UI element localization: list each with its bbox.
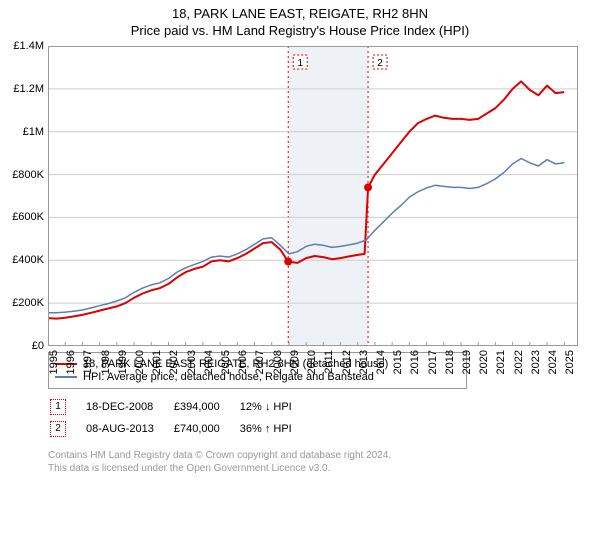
x-tick-label: 2025 [564, 350, 576, 374]
sale-markers-table: 1 18-DEC-2008£394,00012% ↓ HPI 2 08-AUG-201… [48, 395, 312, 441]
x-tick-label: 2005 [220, 350, 232, 374]
y-tick-label: £1.2M [13, 83, 44, 95]
x-tick-label: 1998 [100, 350, 112, 374]
x-tick-label: 2016 [409, 350, 421, 374]
x-tick-label: 2021 [495, 350, 507, 374]
y-tick-label: £800K [12, 169, 44, 181]
marker-diff: 12% ↓ HPI [240, 397, 310, 417]
x-tick-label: 2023 [530, 350, 542, 374]
x-tick-label: 2008 [272, 350, 284, 374]
x-tick-label: 2001 [151, 350, 163, 374]
marker-badge: 1 [50, 399, 66, 415]
x-tick-label: 2010 [306, 350, 318, 374]
x-tick-label: 2018 [444, 350, 456, 374]
legend-swatch [55, 376, 77, 378]
x-tick-label: 1996 [65, 350, 77, 374]
y-tick-label: £400K [12, 254, 44, 266]
x-tick-label: 1997 [82, 350, 94, 374]
marker-badge: 2 [50, 421, 66, 437]
svg-text:2: 2 [377, 58, 383, 69]
y-tick-label: £200K [12, 297, 44, 309]
x-tick-label: 2014 [375, 350, 387, 374]
x-tick-label: 2022 [513, 350, 525, 374]
x-tick-label: 2024 [547, 350, 559, 374]
x-tick-label: 2009 [289, 350, 301, 374]
footer-line-1: Contains HM Land Registry data © Crown c… [48, 449, 588, 462]
svg-text:1: 1 [297, 58, 303, 69]
x-tick-label: 2004 [203, 350, 215, 374]
x-tick-label: 2007 [254, 350, 266, 374]
chart-svg: 12 [48, 46, 578, 346]
x-tick-label: 2003 [186, 350, 198, 374]
x-tick-label: 2006 [237, 350, 249, 374]
x-tick-label: 1995 [48, 350, 60, 374]
marker-row: 1 18-DEC-2008£394,00012% ↓ HPI [50, 397, 310, 417]
page-subtitle: Price paid vs. HM Land Registry's House … [0, 23, 600, 38]
y-tick-label: £600K [12, 211, 44, 223]
footer-attribution: Contains HM Land Registry data © Crown c… [48, 449, 588, 475]
price-chart: 12 £0£200K£400K£600K£800K£1M£1.2M£1.4M 1… [48, 46, 578, 346]
page-title: 18, PARK LANE EAST, REIGATE, RH2 8HN [0, 6, 600, 21]
x-tick-label: 2020 [478, 350, 490, 374]
x-tick-label: 1999 [117, 350, 129, 374]
y-tick-label: £0 [32, 340, 44, 352]
marker-row: 2 08-AUG-2013£740,00036% ↑ HPI [50, 419, 310, 439]
marker-price: £740,000 [174, 419, 238, 439]
x-tick-label: 2017 [427, 350, 439, 374]
x-tick-label: 2013 [358, 350, 370, 374]
x-tick-label: 2015 [392, 350, 404, 374]
x-tick-label: 2011 [323, 350, 335, 374]
marker-diff: 36% ↑ HPI [240, 419, 310, 439]
marker-date: 08-AUG-2013 [86, 419, 172, 439]
marker-date: 18-DEC-2008 [86, 397, 172, 417]
x-tick-label: 2012 [341, 350, 353, 374]
marker-price: £394,000 [174, 397, 238, 417]
y-tick-label: £1.4M [13, 40, 44, 52]
x-tick-label: 2000 [134, 350, 146, 374]
footer-line-2: This data is licensed under the Open Gov… [48, 462, 588, 475]
x-tick-label: 2002 [168, 350, 180, 374]
y-tick-label: £1M [23, 126, 44, 138]
x-tick-label: 2019 [461, 350, 473, 374]
